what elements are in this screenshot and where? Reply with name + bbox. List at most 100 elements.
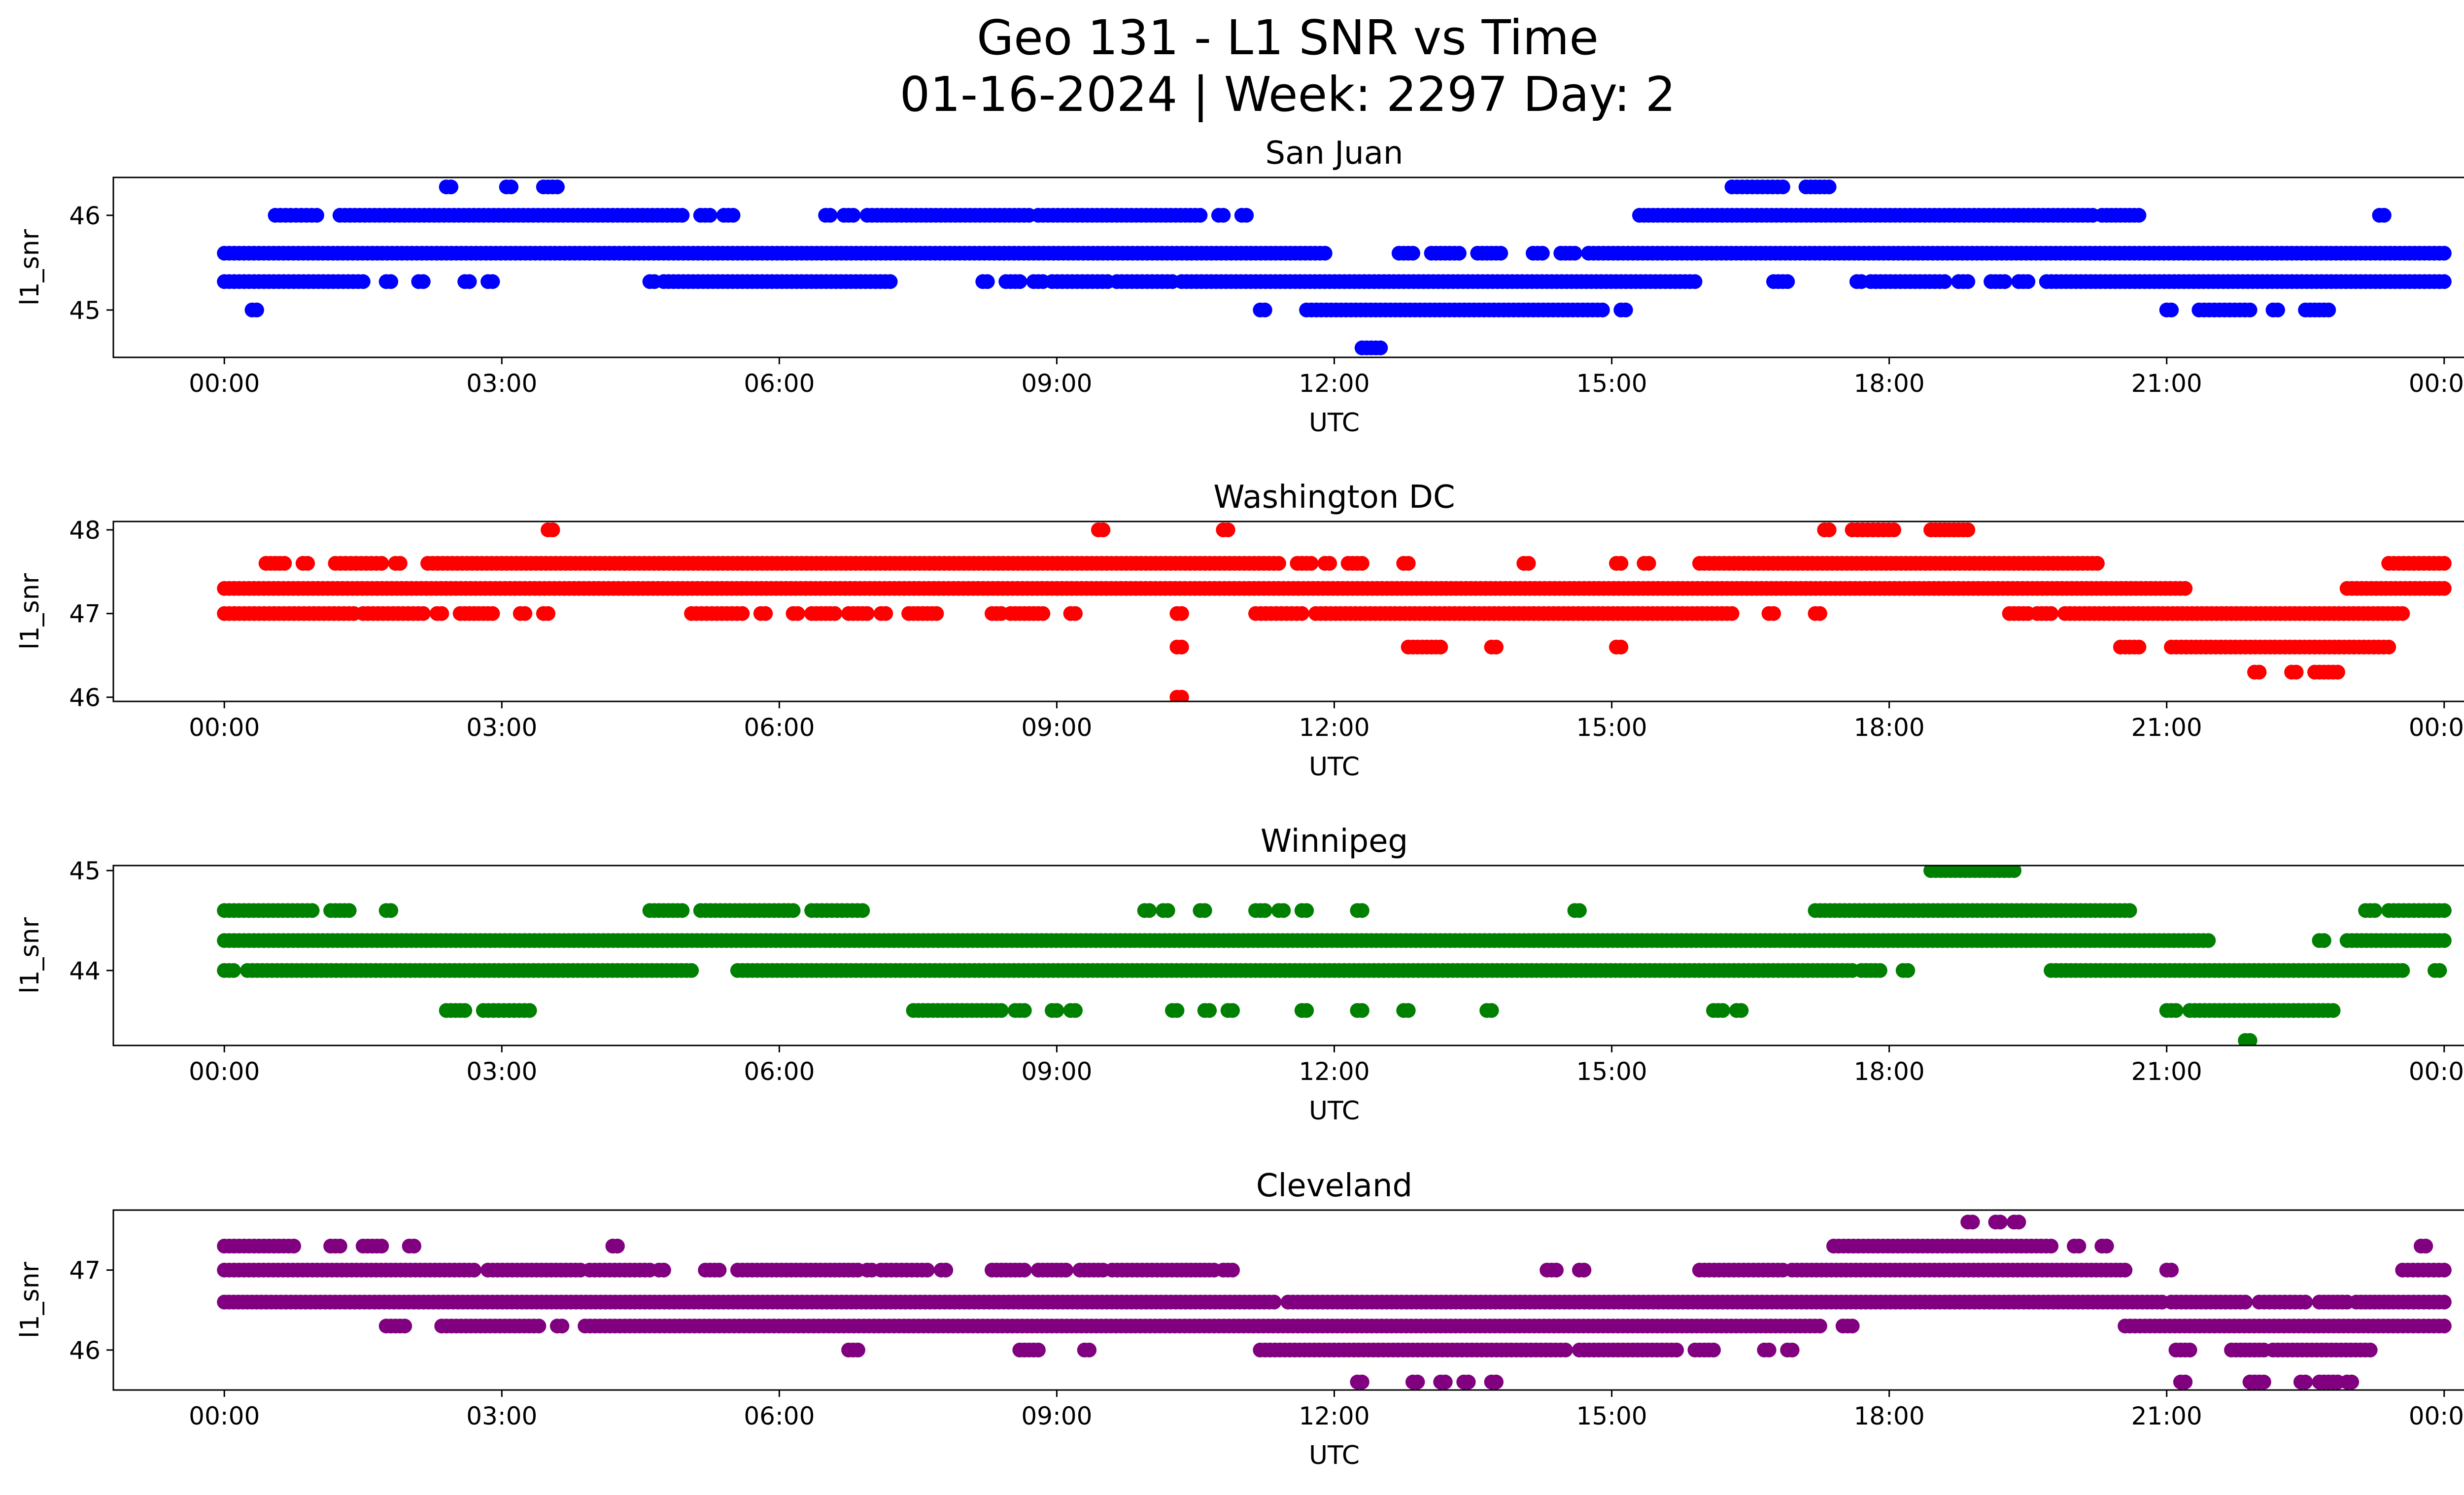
y-tick-label: 45 <box>69 857 101 885</box>
data-point <box>374 556 389 571</box>
data-point <box>1613 556 1629 571</box>
data-point <box>249 302 264 317</box>
data-point <box>675 903 690 918</box>
data-point <box>1784 1342 1800 1357</box>
data-point <box>1174 606 1189 621</box>
y-tick-label: 46 <box>69 684 101 712</box>
x-tick-label: 06:00 <box>744 1057 815 1086</box>
data-point <box>277 556 292 571</box>
data-point <box>1317 245 1333 261</box>
x-tick-label: 00:00 <box>189 369 260 398</box>
data-point <box>684 963 699 978</box>
x-tick-label: 21:00 <box>2131 1402 2202 1430</box>
x-tick-label: 12:00 <box>1299 1057 1369 1086</box>
x-tick-label: 00:00 <box>189 1402 260 1430</box>
data-point <box>1761 1342 1777 1357</box>
data-point <box>1734 1003 1749 1018</box>
data-point <box>2330 664 2345 680</box>
data-point <box>1405 245 1420 261</box>
x-tick-label: 03:00 <box>466 713 537 742</box>
data-point <box>2436 1294 2452 1310</box>
data-point <box>1303 556 1319 571</box>
data-point <box>929 606 944 621</box>
data-point <box>675 208 690 223</box>
data-point <box>462 274 477 289</box>
data-point <box>859 606 875 621</box>
x-tick-label: 00:00 <box>2409 1057 2464 1086</box>
data-point <box>1012 274 1027 289</box>
x-tick-label: 09:00 <box>1021 369 1092 398</box>
data-point <box>2381 639 2396 655</box>
data-point <box>735 606 750 621</box>
x-axis-label: UTC <box>1309 1096 1360 1126</box>
x-tick-label: 18:00 <box>1854 1057 1925 1086</box>
data-point <box>392 556 408 571</box>
data-point <box>1169 1003 1185 1018</box>
data-point <box>2178 581 2193 596</box>
data-point <box>790 606 805 621</box>
data-point <box>712 1262 727 1278</box>
data-point <box>1821 522 1837 537</box>
x-tick-label: 15:00 <box>1576 1402 1647 1430</box>
x-tick-label: 06:00 <box>744 1402 815 1430</box>
data-point <box>920 1262 935 1278</box>
subplots: San Juan 00:00 03:00 06:00 09:00 12:00 15:00 18… <box>15 135 2464 1470</box>
data-point <box>610 1239 625 1253</box>
data-point <box>878 606 893 621</box>
data-point <box>415 274 431 289</box>
subplot-title: San Juan <box>1266 135 1403 172</box>
data-point <box>305 903 320 918</box>
data-point <box>286 1239 301 1253</box>
x-tick-label: 18:00 <box>1854 369 1925 398</box>
data-point <box>1202 1003 1217 1018</box>
data-point <box>1567 245 1582 261</box>
x-tick-label: 06:00 <box>744 369 815 398</box>
data-point <box>2298 1294 2313 1310</box>
data-point <box>1294 606 1309 621</box>
x-tick-label: 00:00 <box>2409 369 2464 398</box>
data-point <box>1257 302 1272 317</box>
data-point <box>549 179 565 195</box>
data-point <box>2321 302 2336 317</box>
data-point <box>1239 208 1254 223</box>
data-point <box>2316 933 2331 948</box>
data-point <box>1766 606 1781 621</box>
data-point <box>1845 1319 1860 1334</box>
data-point <box>786 903 801 918</box>
y-tick-label: 46 <box>69 1336 101 1365</box>
x-tick-label: 09:00 <box>1021 1402 1092 1430</box>
data-point <box>2242 302 2258 317</box>
data-point <box>2020 274 2036 289</box>
data-point <box>434 606 449 621</box>
data-point <box>1193 208 1208 223</box>
data-point <box>1595 302 1610 317</box>
data-point <box>2099 1239 2114 1253</box>
data-point <box>850 1342 865 1357</box>
data-point <box>1687 274 1703 289</box>
x-tick-label: 09:00 <box>1021 1057 1092 1086</box>
x-tick-label: 12:00 <box>1299 369 1369 398</box>
data-point <box>1082 1342 1097 1357</box>
data-point <box>1354 1374 1369 1390</box>
data-point <box>2238 1294 2253 1310</box>
data-point <box>2256 1374 2271 1390</box>
data-point <box>2044 1239 2059 1253</box>
data-point <box>2164 302 2179 317</box>
data-point <box>2252 664 2267 680</box>
data-point <box>1886 522 1901 537</box>
data-point <box>2436 903 2452 918</box>
x-tick-label: 15:00 <box>1576 713 1647 742</box>
subplot-title: Winnipeg <box>1261 823 1408 860</box>
points-group <box>217 179 2452 355</box>
y-axis-label: l1_snr <box>15 573 45 650</box>
data-point <box>1535 245 1550 261</box>
data-point <box>2201 933 2216 948</box>
data-point <box>1489 1374 1504 1390</box>
data-point <box>1197 903 1212 918</box>
data-point <box>2118 1262 2133 1278</box>
x-tick-label: 21:00 <box>2131 713 2202 742</box>
subplot-title: Cleveland <box>1256 1168 1412 1204</box>
